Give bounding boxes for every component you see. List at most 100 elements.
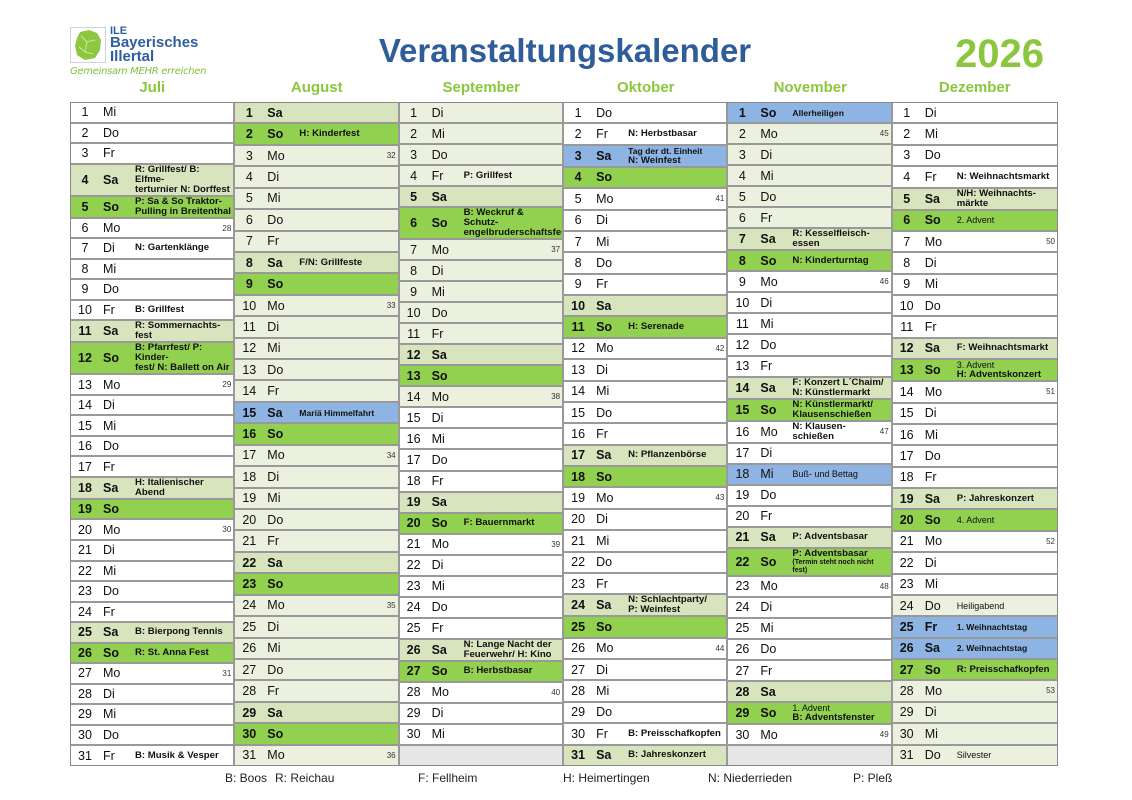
day-row[interactable]: 22 Sa <box>235 552 398 575</box>
day-row[interactable]: 23 Do <box>71 582 234 603</box>
day-row[interactable]: 20 So 4. Advent <box>892 510 1057 532</box>
day-row[interactable]: 24 Fr <box>71 602 234 624</box>
day-row[interactable]: 17 Sa N: Pflanzenbörse <box>564 445 727 467</box>
day-row[interactable]: 14 Sa F: Konzert L´Chaim/ N: Künstlermarkt <box>728 377 891 400</box>
day-row[interactable]: 11 So H: Serenade <box>564 317 727 339</box>
day-row[interactable]: 19 So <box>71 499 234 521</box>
day-row[interactable]: 10 Fr B: Grillfest <box>71 300 234 322</box>
day-row[interactable]: 3 Sa Tag der dt. Einheit N: Weinfest <box>564 145 727 168</box>
day-row[interactable]: 2 Mo 45 <box>728 124 891 146</box>
day-row[interactable]: 22 Do <box>564 552 727 574</box>
day-row[interactable]: 6 Mo 28 <box>71 218 234 240</box>
day-row[interactable]: 5 Mi <box>235 188 398 211</box>
day-row[interactable]: 14 Mi <box>564 381 727 403</box>
day-row[interactable]: 9 Mo 46 <box>728 272 891 294</box>
day-row[interactable]: 9 So <box>235 274 398 296</box>
day-row[interactable]: 2 Fr N: Herbstbasar <box>564 124 727 146</box>
day-row[interactable]: 25 Mi <box>728 618 891 640</box>
day-row[interactable]: 29 Di <box>892 702 1057 725</box>
day-row[interactable]: 30 Mo 49 <box>728 725 891 747</box>
day-row[interactable]: 18 Fr <box>892 467 1057 489</box>
day-row[interactable]: 29 Mi <box>71 705 234 726</box>
day-row[interactable]: 8 Di <box>892 253 1057 275</box>
day-row[interactable]: 13 So 3. Advent H: Adventskonzert <box>892 360 1057 383</box>
day-row[interactable]: 22 So P: Adventsbasar (Termin steht noch ni… <box>728 548 891 577</box>
day-row[interactable]: 1 Di <box>892 103 1057 125</box>
day-row[interactable]: 14 Fr <box>235 381 398 403</box>
day-row[interactable]: 12 Sa F: Weihnachtsmarkt <box>892 338 1057 361</box>
day-row[interactable]: 15 Sa Mariä Himmelfahrt <box>235 402 398 425</box>
day-row[interactable]: 15 Di <box>399 408 563 430</box>
day-row[interactable]: 4 Fr N: Weihnachtsmarkt <box>892 167 1057 189</box>
day-row[interactable]: 1 Di <box>399 103 563 125</box>
day-row[interactable]: 28 Mo 40 <box>399 682 563 704</box>
day-row[interactable]: 11 Fr <box>399 324 563 346</box>
day-row[interactable]: 7 Di N: Gartenklänge <box>71 239 234 260</box>
day-row[interactable]: 7 Sa R: Kesselfleisch- essen <box>728 229 891 252</box>
day-row[interactable]: 27 Mo 31 <box>71 664 234 685</box>
day-row[interactable]: 4 Di <box>235 167 398 189</box>
day-row[interactable]: 3 Mo 32 <box>235 145 398 168</box>
day-row[interactable]: 22 Di <box>399 555 563 577</box>
day-row[interactable]: 13 Mo 29 <box>71 375 234 396</box>
day-row[interactable]: 24 Do <box>399 597 563 619</box>
day-row[interactable]: 27 So B: Herbstbasar <box>399 661 563 683</box>
day-row[interactable]: 8 Sa F/N: Grillfeste <box>235 252 398 275</box>
day-row[interactable]: 12 So B: Pfarrfest/ P: Kinder- fest/ N: Ba… <box>71 343 234 376</box>
day-row[interactable]: 1 Sa <box>235 103 398 125</box>
day-row[interactable]: 16 Mi <box>892 424 1057 447</box>
day-row[interactable]: 31 Do Silvester <box>892 745 1057 765</box>
day-row[interactable]: 21 Di <box>71 540 234 562</box>
day-row[interactable]: 27 Di <box>564 660 727 682</box>
day-row[interactable]: 31 Fr B: Musik & Vesper <box>71 746 234 765</box>
day-row[interactable]: 17 Do <box>892 446 1057 468</box>
day-row[interactable]: 2 Do <box>71 123 234 145</box>
day-row[interactable]: 20 Fr <box>728 506 891 528</box>
day-row[interactable]: 4 So <box>564 167 727 190</box>
day-row[interactable]: 22 Mi <box>71 561 234 583</box>
day-row[interactable]: 10 Mo 33 <box>235 295 398 318</box>
day-row[interactable]: 31 Mo 36 <box>235 745 398 766</box>
day-row[interactable]: 2 Mi <box>892 124 1057 146</box>
day-row[interactable]: 14 Mo 38 <box>399 387 563 409</box>
day-row[interactable]: 16 Do <box>71 436 234 458</box>
day-row[interactable]: 3 Di <box>728 145 891 167</box>
day-row[interactable]: 6 Di <box>564 210 727 232</box>
day-row[interactable]: 17 Mo 34 <box>235 445 398 468</box>
day-row[interactable]: 28 Mi <box>564 681 727 703</box>
day-row[interactable]: 15 Di <box>892 403 1057 425</box>
day-row[interactable]: 16 Mo N: Klausen- schießen 47 <box>728 421 891 444</box>
day-row[interactable]: 14 Mo 51 <box>892 382 1057 404</box>
day-row[interactable]: 7 Fr <box>235 231 398 253</box>
day-row[interactable]: 21 Mi <box>564 531 727 553</box>
day-row[interactable]: 15 So N: Künstlermarkt/ Klausenschießen <box>728 399 891 422</box>
day-row[interactable]: 16 So <box>235 424 398 446</box>
day-row[interactable]: 31 Sa B: Jahreskonzert <box>564 745 727 765</box>
day-row[interactable]: 27 Do <box>235 659 398 682</box>
day-row[interactable]: 24 Mo 35 <box>235 595 398 618</box>
day-row[interactable]: 19 Mi <box>235 488 398 511</box>
day-row[interactable]: 25 Fr <box>399 618 563 640</box>
day-row[interactable]: 8 So N: Kinderturntag <box>728 251 891 273</box>
day-row[interactable]: 28 Fr <box>235 681 398 703</box>
day-row[interactable]: 9 Mi <box>399 282 563 304</box>
day-row[interactable]: 21 Mo 52 <box>892 531 1057 554</box>
day-row[interactable]: 4 Fr P: Grillfest <box>399 166 563 188</box>
day-row[interactable]: 25 Fr 1. Weihnachtstag <box>892 617 1057 639</box>
day-row[interactable]: 1 Mi <box>71 103 234 124</box>
day-row[interactable]: 22 Di <box>892 553 1057 575</box>
day-row[interactable]: 8 Do <box>564 253 727 275</box>
day-row[interactable]: 13 Do <box>235 360 398 382</box>
day-row[interactable]: 4 Mi <box>728 166 891 188</box>
day-row[interactable]: 2 Mi <box>399 124 563 146</box>
day-row[interactable]: 18 Mi Buß- und Bettag <box>728 464 891 486</box>
day-row[interactable]: 21 Sa P: Adventsbasar <box>728 527 891 549</box>
day-row[interactable]: 6 So B: Weckruf & Schutz- engelbruderschaf… <box>399 208 563 241</box>
day-row[interactable]: 21 Mo 39 <box>399 534 563 556</box>
day-row[interactable]: 7 Mo 37 <box>399 240 563 262</box>
day-row[interactable]: 13 So <box>399 366 563 388</box>
day-row[interactable]: 20 So F: Bauernmarkt <box>399 513 563 535</box>
day-row[interactable]: 7 Mo 50 <box>892 231 1057 254</box>
day-row[interactable]: 24 Di <box>728 597 891 619</box>
day-row[interactable]: 25 Di <box>235 617 398 639</box>
